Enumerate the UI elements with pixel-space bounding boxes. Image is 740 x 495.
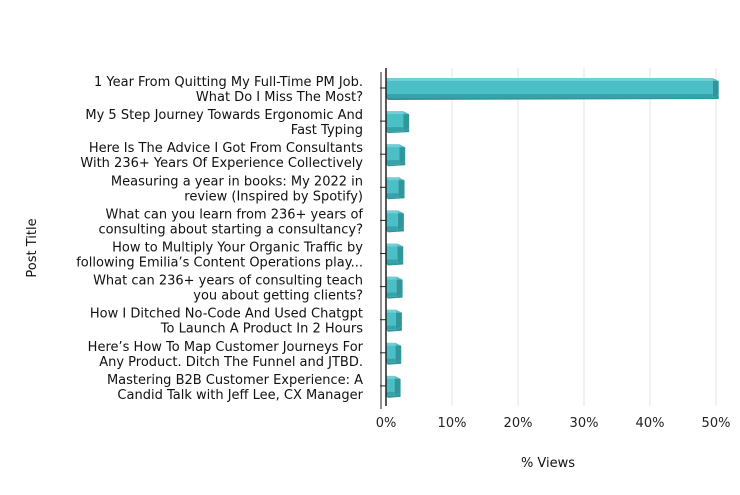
y-axis-title: Post Title <box>25 218 40 277</box>
category-label: Here’s How To Map Customer Journeys For A… <box>88 340 364 370</box>
bar-bottom-edge <box>386 193 399 198</box>
category-label: Mastering B2B Customer Experience: A Cand… <box>107 373 364 403</box>
bar <box>386 144 406 167</box>
bar-bottom-edge <box>386 325 396 330</box>
category-label: What can 236+ years of consulting teach y… <box>93 274 363 304</box>
bar-side <box>398 177 405 198</box>
bar-bottom-edge <box>386 226 398 231</box>
category-label: What can you learn from 236+ years of con… <box>98 207 363 237</box>
x-tick-label: 20% <box>504 416 533 431</box>
x-tick-label: 50% <box>702 416 731 431</box>
category-labels: 1 Year From Quitting My Full-Time PM Job… <box>76 75 363 403</box>
bar-bottom-edge <box>386 160 400 165</box>
bar-shadow <box>386 128 410 134</box>
bar-top <box>386 111 410 115</box>
bar <box>386 177 405 200</box>
bar-side <box>394 375 401 396</box>
bar-side <box>395 309 402 330</box>
bar-shadow <box>386 194 405 200</box>
bars <box>386 78 719 398</box>
bar-side <box>396 276 403 297</box>
bar-top <box>386 375 401 379</box>
x-tick-label: 30% <box>570 416 599 431</box>
bar-shadow <box>386 95 719 100</box>
bar-bottom-edge <box>386 292 397 297</box>
bar <box>386 243 404 266</box>
bar-front <box>386 177 399 198</box>
bar-side <box>397 243 404 264</box>
bar-side <box>397 210 404 231</box>
bar-top <box>386 210 404 214</box>
bar-top <box>386 78 719 81</box>
bar-front <box>386 210 398 231</box>
bar-bottom-edge <box>386 358 396 363</box>
bar-bottom-edge <box>386 94 713 98</box>
bar-top <box>386 276 403 280</box>
bar-front <box>386 78 713 98</box>
bar <box>386 375 401 398</box>
bar-shadow <box>386 359 402 365</box>
category-label: Measuring a year in books: My 2022 in rev… <box>111 174 363 204</box>
tick-labels: 0% 10% 20% 30% 40% 50% <box>376 416 731 431</box>
bar-top <box>386 309 402 313</box>
bar-side <box>403 111 410 132</box>
category-label: My 5 Step Journey Towards Ergonomic And F… <box>85 108 363 138</box>
bar-top <box>386 342 402 346</box>
bar-front <box>386 276 397 297</box>
bar-front <box>386 111 404 132</box>
bar-shadow <box>386 227 404 233</box>
bar <box>386 111 410 134</box>
category-label: Here Is The Advice I Got From Consultant… <box>80 141 363 171</box>
bar <box>386 78 719 100</box>
category-label: How I Ditched No-Code And Used Chatgpt To… <box>90 307 363 337</box>
bar-front <box>386 342 396 363</box>
bar-bottom-edge <box>386 127 404 132</box>
bar-side <box>399 144 406 165</box>
bar-shadow <box>386 392 401 398</box>
bar-front <box>386 243 398 264</box>
x-tick-label: 40% <box>636 416 665 431</box>
bar-bottom-edge <box>386 259 398 264</box>
bar <box>386 342 402 365</box>
bar-front <box>386 309 396 330</box>
axes <box>380 68 387 409</box>
category-label: How to Multiply Your Organic Traffic by f… <box>76 241 363 271</box>
bar <box>386 276 403 299</box>
bar-shadow <box>386 161 406 167</box>
bar-shadow <box>386 293 403 299</box>
x-tick-label: 10% <box>438 416 467 431</box>
bar-side <box>395 342 402 363</box>
bar <box>386 210 404 233</box>
x-tick-label: 0% <box>376 416 397 431</box>
bar-shadow <box>386 326 402 332</box>
bar-top <box>386 144 406 148</box>
category-label: 1 Year From Quitting My Full-Time PM Job… <box>94 75 363 105</box>
x-axis-title: % Views <box>521 456 575 471</box>
bar-bottom-edge <box>386 391 395 396</box>
gridlines <box>451 68 717 406</box>
bar-top <box>386 243 404 247</box>
bar-side <box>712 78 719 98</box>
bar-top <box>386 177 405 181</box>
bar-front <box>386 144 400 165</box>
bar-front <box>386 375 395 396</box>
bar-shadow <box>386 260 404 266</box>
bar <box>386 309 402 332</box>
